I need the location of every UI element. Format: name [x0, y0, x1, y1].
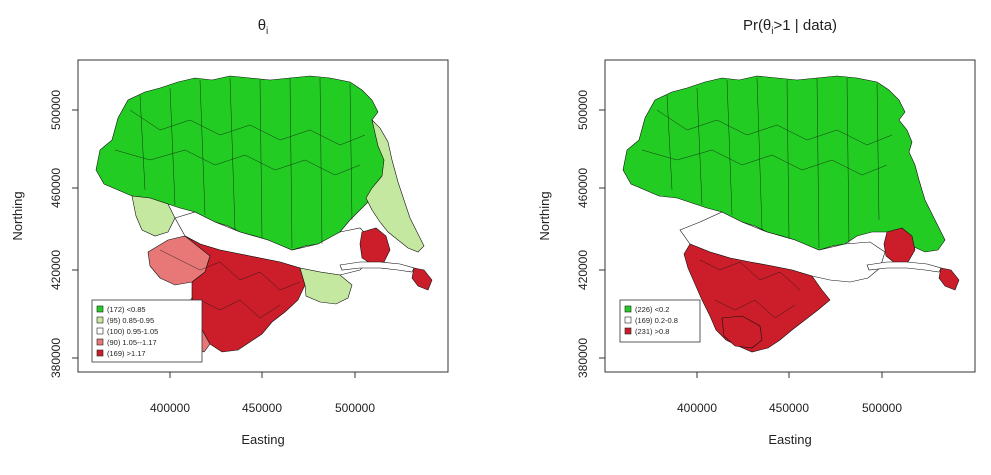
region-humber-tip: [938, 267, 960, 291]
legend-swatch: [96, 327, 104, 335]
x-tick-label: 450000: [242, 401, 282, 415]
legend-box: [91, 299, 203, 363]
legend-entry: (231) >0.8: [635, 327, 669, 336]
estuary: [339, 261, 415, 273]
y-axis-title: Northing: [537, 191, 552, 240]
y-tick-label: 380000: [49, 338, 63, 378]
legend-entry: (100) 0.95-1.05: [107, 327, 158, 336]
x-tick-label: 400000: [677, 401, 717, 415]
region-east-coast: [365, 119, 425, 253]
map-panel-prob: Pr(θi>1 | data) (226) <0.2(169) 0.2-0.8(…: [537, 17, 976, 447]
legend-swatch: [96, 349, 104, 357]
y-tick-label: 380000: [576, 338, 590, 378]
y-tick-label: 460000: [49, 168, 63, 208]
region-humber-tip: [411, 267, 433, 291]
legend-swatch: [624, 327, 632, 335]
district-boundaries: [114, 77, 366, 319]
x-tick-label: 500000: [335, 401, 375, 415]
y-tick-label: 460000: [576, 168, 590, 208]
choropleth-map: [95, 75, 433, 353]
panel-title: θi: [258, 17, 269, 37]
legend-entry: (90) 1.05--1.17: [107, 338, 157, 347]
region-south-east-mixed: [299, 267, 353, 305]
y-axis: 380000 420000 460000 500000 Northing: [537, 90, 606, 378]
y-tick-label: 420000: [576, 250, 590, 290]
choropleth-map: [622, 75, 960, 353]
x-tick-label: 450000: [769, 401, 809, 415]
region-north: [622, 75, 946, 253]
legend-entry: (172) <0.85: [107, 305, 146, 314]
x-axis-title: Easting: [241, 432, 284, 447]
x-axis-title: Easting: [768, 432, 811, 447]
y-tick-label: 500000: [49, 90, 63, 130]
legend-entry: (95) 0.85-0.95: [107, 316, 154, 325]
x-axis: 400000 450000 500000 Easting: [150, 371, 375, 447]
region-sw-red: [721, 315, 763, 349]
y-axis-title: Northing: [10, 191, 25, 240]
region-south-red: [184, 235, 306, 353]
y-tick-label: 420000: [49, 250, 63, 290]
x-axis: 400000 450000 500000 Easting: [677, 371, 902, 447]
legend-swatch: [96, 338, 104, 346]
legend-swatch: [624, 316, 632, 324]
x-tick-label: 400000: [150, 401, 190, 415]
estuary: [866, 261, 942, 273]
legend-entry: (226) <0.2: [635, 305, 669, 314]
legend-entry: (169) >1.17: [107, 349, 146, 358]
legend: (226) <0.2 (169) 0.2-0.8 (231) >0.8: [619, 299, 701, 343]
y-tick-label: 500000: [576, 90, 590, 130]
region-west-edge: [131, 195, 176, 237]
panel-title: Pr(θi>1 | data): [743, 17, 837, 37]
district-boundaries: [641, 77, 893, 319]
legend-entry: (169) 0.2-0.8: [635, 316, 678, 325]
legend: (172) <0.85 (95) 0.85-0.95 (100) 0.95-1.05…: [91, 299, 203, 363]
legend-swatch: [624, 305, 632, 313]
legend-swatch: [96, 305, 104, 313]
region-east-red: [359, 227, 391, 265]
legend-swatch: [96, 316, 104, 324]
y-axis: 380000 420000 460000 500000 Northing: [10, 90, 79, 378]
x-tick-label: 500000: [862, 401, 902, 415]
legend-box: [619, 299, 701, 343]
region-south-red: [683, 243, 831, 353]
